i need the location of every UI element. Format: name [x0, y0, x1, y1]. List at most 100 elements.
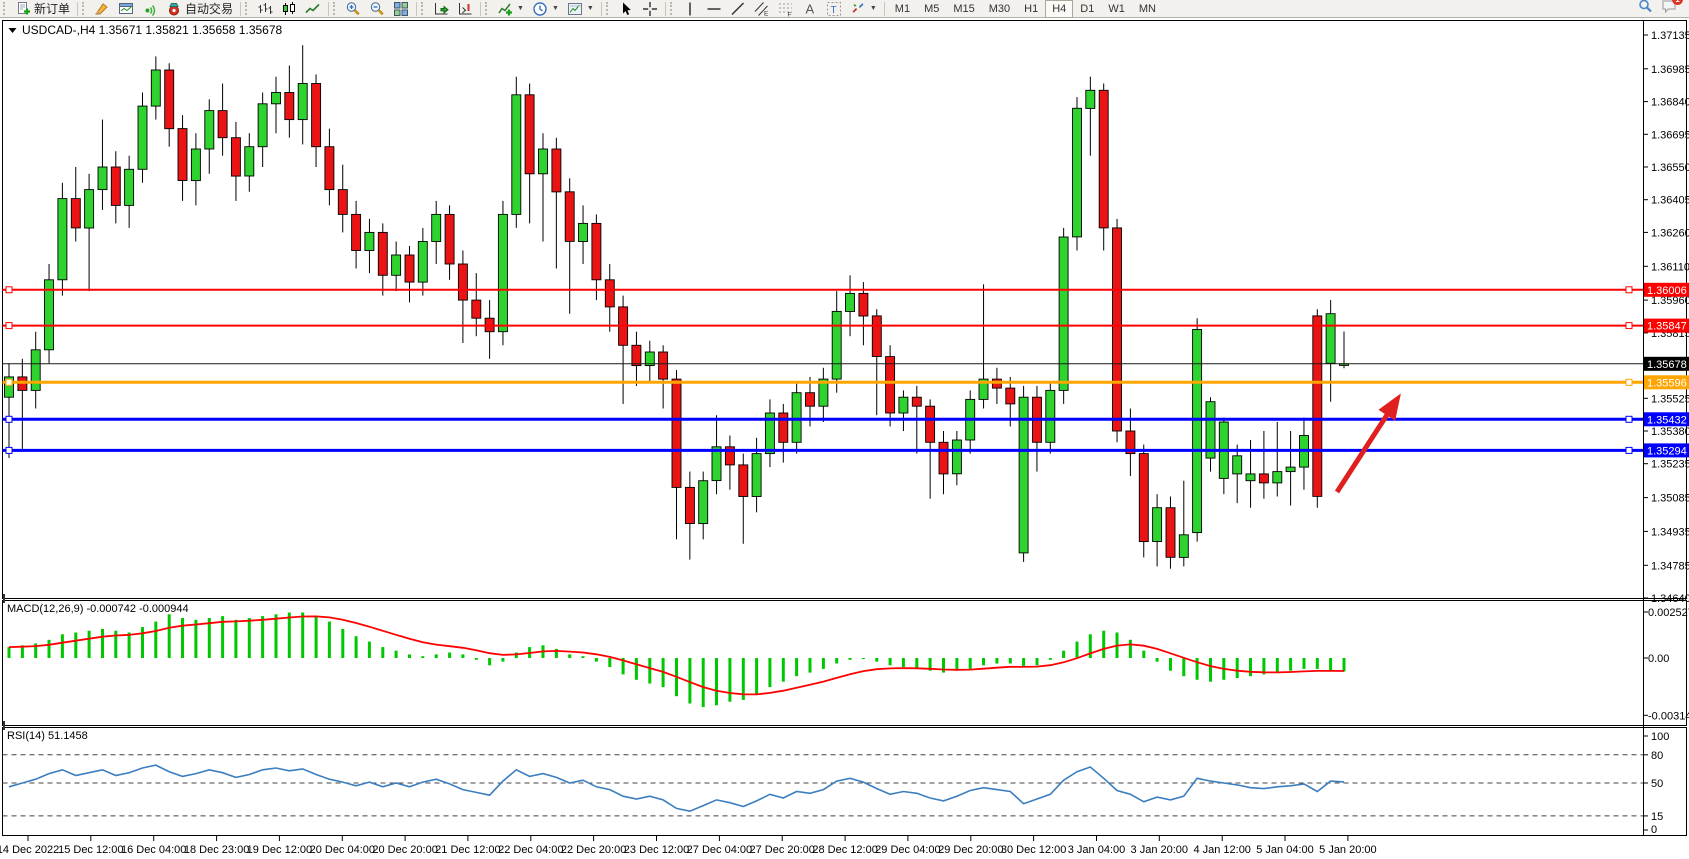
search-button[interactable]	[1637, 0, 1653, 19]
candle	[324, 128, 335, 206]
line-handle[interactable]	[1625, 446, 1633, 454]
timeframe-h1[interactable]: H1	[1024, 2, 1039, 15]
periods-button[interactable]: ▼	[528, 0, 563, 18]
candle	[698, 471, 709, 540]
zoom-in-button[interactable]	[341, 0, 365, 18]
macd-histogram-bar	[1169, 658, 1172, 671]
chevron-down-icon[interactable]: ▼	[869, 5, 877, 12]
text-label-button[interactable]: T	[822, 0, 846, 18]
support-line-1[interactable]: 1.35432	[2, 412, 1689, 427]
macd-histogram-bar	[1302, 658, 1306, 669]
macd-histogram-bar	[795, 658, 799, 677]
svg-text:1.35847: 1.35847	[1647, 321, 1687, 333]
pivot-line[interactable]: 1.35596	[2, 375, 1689, 390]
rsi-tick-label: 0	[1651, 824, 1657, 836]
line-handle[interactable]	[1625, 286, 1633, 294]
time-tick-label: 4 Jan 12:00	[1193, 844, 1251, 856]
line-chart-button[interactable]	[301, 0, 325, 18]
notifications-button[interactable]: 1	[1661, 0, 1683, 19]
vline-icon	[682, 1, 698, 17]
macd-histogram-bar	[634, 658, 638, 680]
toolbar-separator	[480, 1, 482, 16]
new-order-button[interactable]: 新订单	[11, 0, 74, 18]
crayon-button[interactable]	[90, 0, 114, 18]
line-handle[interactable]	[5, 286, 13, 294]
chart-window-button[interactable]	[114, 0, 138, 18]
time-tick-label: 20 Dec 04:00	[310, 844, 375, 856]
crosshair-button[interactable]	[638, 0, 662, 18]
timeframe-h4[interactable]: H4	[1045, 0, 1074, 18]
candle	[1018, 385, 1029, 562]
candle	[858, 282, 869, 346]
fibonacci-button[interactable]: F	[774, 0, 798, 18]
indicators-button[interactable]: ▼	[493, 0, 528, 18]
equidistant-channel-button[interactable]: E	[750, 0, 774, 18]
horizontal-line-button[interactable]	[702, 0, 726, 18]
bar-chart-button[interactable]	[253, 0, 277, 18]
line-handle[interactable]	[1625, 378, 1633, 386]
candle	[271, 76, 281, 134]
templates-button[interactable]: ▼	[563, 0, 598, 18]
resistance-line-1[interactable]: 1.36006	[2, 282, 1689, 297]
vertical-line-button[interactable]	[678, 0, 702, 18]
line-handle[interactable]	[1625, 322, 1633, 330]
candle	[604, 264, 615, 332]
timeframe-d1[interactable]: D1	[1080, 2, 1095, 15]
candle	[684, 471, 695, 560]
tile-windows-button[interactable]	[389, 0, 413, 18]
macd-histogram-bar	[34, 643, 38, 658]
svg-text:A: A	[805, 1, 814, 16]
timeframe-m5[interactable]: M5	[924, 2, 940, 15]
line-handle[interactable]	[5, 378, 13, 386]
candle	[591, 214, 602, 301]
cursor-button[interactable]	[614, 0, 638, 18]
time-tick-label: 18 Dec 23:00	[184, 844, 249, 856]
timeframe-m30[interactable]: M30	[988, 2, 1011, 15]
line-handle[interactable]	[1625, 415, 1633, 423]
price-badge: 1.35294	[1644, 443, 1689, 458]
macd-histogram-bar	[1035, 658, 1039, 666]
chevron-down-icon[interactable]: ▼	[551, 5, 559, 12]
chart-shift-button[interactable]	[453, 0, 477, 18]
trendline-button[interactable]	[726, 0, 750, 18]
timeframe-m15[interactable]: M15	[953, 2, 975, 15]
svg-text:1.35596: 1.35596	[1647, 377, 1687, 389]
resistance-line-2[interactable]: 1.35847	[2, 318, 1689, 333]
support-line-2[interactable]: 1.35294	[2, 443, 1689, 458]
auto-trading-button[interactable]: 自动交易	[162, 0, 237, 18]
auto-scroll-button[interactable]	[429, 0, 453, 18]
timeframe-mn[interactable]: MN	[1138, 2, 1156, 15]
symbol-collapse-icon[interactable]	[8, 26, 17, 35]
price-axis[interactable]: 1.37135 1.36985 1.36840 1.36695 1.36550 1.364…	[1643, 30, 1689, 605]
chevron-down-icon[interactable]: ▼	[517, 5, 524, 12]
macd-histogram-bar	[1262, 658, 1266, 675]
arrows-button[interactable]: ▼	[846, 0, 881, 18]
timeframe-w1[interactable]: W1	[1108, 2, 1125, 15]
current-price-line[interactable]: 1.35678	[2, 356, 1689, 371]
timeframe-m1[interactable]: M1	[894, 2, 911, 15]
line-handle[interactable]	[5, 446, 13, 454]
panel-resize-grip[interactable]	[3, 594, 5, 603]
signals-button[interactable]	[138, 0, 162, 18]
panel-resize-grip[interactable]	[3, 721, 5, 730]
trend-arrow-annotation[interactable]	[1334, 393, 1401, 494]
macd-histogram-bar	[1062, 650, 1066, 658]
time-tick-label: 3 Jan 04:00	[1068, 844, 1126, 856]
macd-histogram-bar	[141, 627, 144, 658]
zoom-out-button[interactable]	[365, 0, 389, 18]
candle	[457, 250, 468, 343]
candlestick-button[interactable]	[277, 0, 301, 18]
macd-tick-label: 0.00	[1648, 653, 1669, 665]
chevron-down-icon[interactable]: ▼	[586, 5, 594, 12]
candle	[1138, 444, 1149, 558]
toolbar-separator	[416, 1, 418, 16]
candle	[1045, 381, 1056, 454]
time-tick-label: 22 Dec 04:00	[498, 844, 563, 856]
toolbar-grip	[333, 2, 338, 15]
candle	[511, 76, 522, 228]
line-handle[interactable]	[5, 322, 13, 330]
macd-histogram-bar	[875, 658, 879, 662]
line-handle[interactable]	[5, 415, 13, 423]
text-button[interactable]: A	[798, 0, 822, 18]
